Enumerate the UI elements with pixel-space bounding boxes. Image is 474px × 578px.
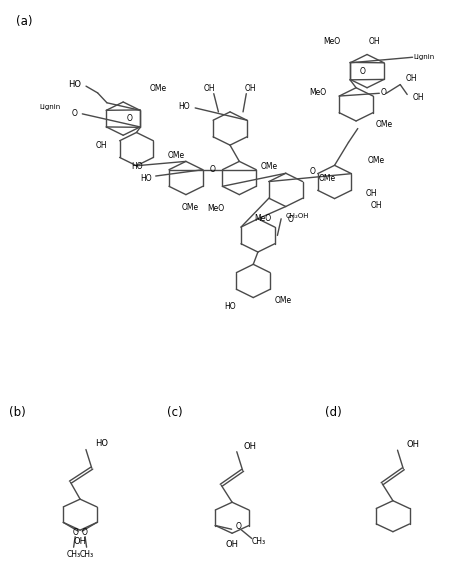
Text: O: O — [381, 88, 387, 97]
Text: CH₃: CH₃ — [252, 537, 266, 546]
Text: OH: OH — [226, 540, 238, 549]
Text: CH₂OH: CH₂OH — [286, 213, 309, 218]
Text: HO: HO — [224, 302, 236, 311]
Text: OMe: OMe — [319, 173, 336, 183]
Text: O: O — [310, 167, 315, 176]
Text: OH: OH — [371, 201, 382, 210]
Text: O: O — [82, 528, 88, 537]
Text: OMe: OMe — [182, 203, 199, 212]
Text: OH: OH — [366, 190, 377, 198]
Text: OH: OH — [368, 37, 380, 46]
Text: OH: OH — [413, 92, 425, 102]
Text: OH: OH — [244, 442, 257, 451]
Text: MeO: MeO — [254, 214, 271, 223]
Text: OH: OH — [245, 84, 257, 94]
Text: OMe: OMe — [275, 297, 292, 305]
Text: O: O — [210, 165, 216, 174]
Text: O: O — [72, 528, 78, 537]
Text: OMe: OMe — [149, 84, 166, 94]
Text: CH₃: CH₃ — [80, 550, 94, 558]
Text: (d): (d) — [325, 406, 342, 419]
Text: MeO: MeO — [310, 88, 327, 97]
Text: Lignin: Lignin — [39, 103, 61, 110]
Text: O: O — [127, 114, 132, 123]
Text: OMe: OMe — [375, 120, 392, 129]
Text: HO: HO — [95, 439, 108, 449]
Text: (a): (a) — [16, 15, 33, 28]
Text: O: O — [288, 215, 293, 224]
Text: OH: OH — [406, 74, 418, 83]
Text: MeO: MeO — [208, 205, 225, 213]
Text: HO: HO — [141, 173, 152, 183]
Text: OH: OH — [406, 440, 419, 449]
Text: Lignin: Lignin — [413, 54, 435, 60]
Text: O: O — [360, 66, 366, 76]
Text: OMe: OMe — [261, 162, 278, 171]
Text: OMe: OMe — [368, 155, 385, 165]
Text: MeO: MeO — [324, 37, 341, 46]
Text: HO: HO — [131, 162, 143, 171]
Text: (b): (b) — [9, 406, 26, 419]
Text: O: O — [72, 109, 77, 118]
Text: (c): (c) — [167, 406, 183, 419]
Text: OH: OH — [73, 536, 87, 546]
Text: HO: HO — [68, 80, 81, 90]
Text: HO: HO — [178, 102, 190, 111]
Text: OMe: OMe — [167, 150, 184, 160]
Text: O: O — [236, 523, 242, 531]
Text: CH₃: CH₃ — [66, 550, 81, 558]
Text: OH: OH — [96, 140, 108, 150]
Text: OH: OH — [203, 84, 215, 94]
